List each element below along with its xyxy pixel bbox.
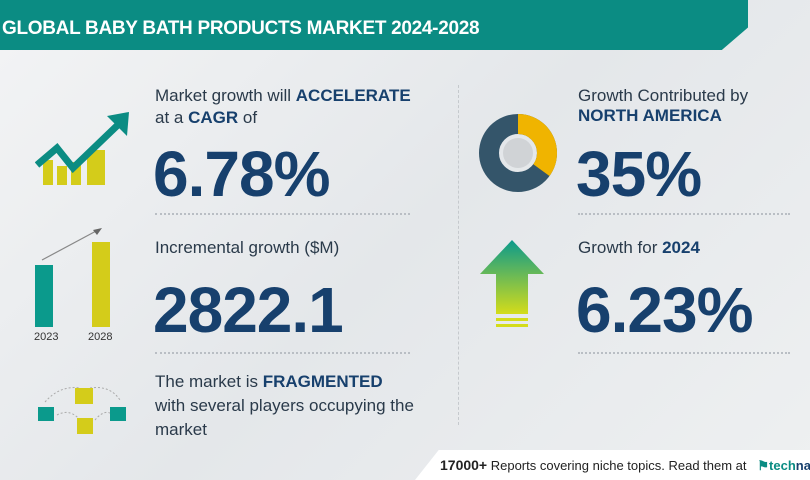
fragmented-line3: market: [155, 420, 207, 439]
incremental-label: Incremental growth ($M): [155, 238, 340, 257]
cagr-value: 6.78%: [153, 138, 330, 210]
region-label-line1: Growth Contributed by: [578, 86, 749, 105]
region-label-line2: NORTH AMERICA: [578, 106, 722, 125]
donut-north-america-slice: [479, 114, 557, 192]
cagr-label-line1: Market growth will ACCELERATE: [155, 86, 411, 105]
region-share-donut: [479, 114, 557, 192]
bar-year-2028: 2028: [88, 331, 112, 343]
divider: [578, 352, 790, 354]
fragmented-market-icon: [38, 387, 126, 434]
column-divider: [458, 85, 459, 425]
technavio-logo[interactable]: ⚑technavio: [757, 458, 810, 473]
bar-comparison-icon: 2023 2028: [34, 228, 112, 343]
logo-flag-icon: ⚑: [757, 458, 770, 473]
fragmented-line1: The market is FRAGMENTED: [155, 372, 383, 391]
growth-chart-icon: [35, 112, 129, 185]
growth-year-value: 6.23%: [576, 274, 753, 346]
divider: [155, 213, 410, 215]
incremental-value: 2822.1: [153, 274, 344, 346]
fragmented-line2: with several players occupying the: [155, 396, 414, 415]
footer-text: 17000+ Reports covering niche topics. Re…: [440, 457, 810, 474]
page-title: GLOBAL BABY BATH PRODUCTS MARKET 2024-20…: [2, 18, 480, 39]
divider: [578, 213, 790, 215]
region-value: 35%: [576, 138, 702, 210]
footer-bar: [415, 450, 810, 480]
growth-year-label: Growth for 2024: [578, 238, 700, 257]
up-arrow-icon: [480, 240, 544, 327]
header-banner: [0, 0, 748, 50]
divider: [155, 352, 410, 354]
cagr-label-line2: at a CAGR of: [155, 108, 258, 127]
bar-year-2023: 2023: [34, 331, 58, 343]
